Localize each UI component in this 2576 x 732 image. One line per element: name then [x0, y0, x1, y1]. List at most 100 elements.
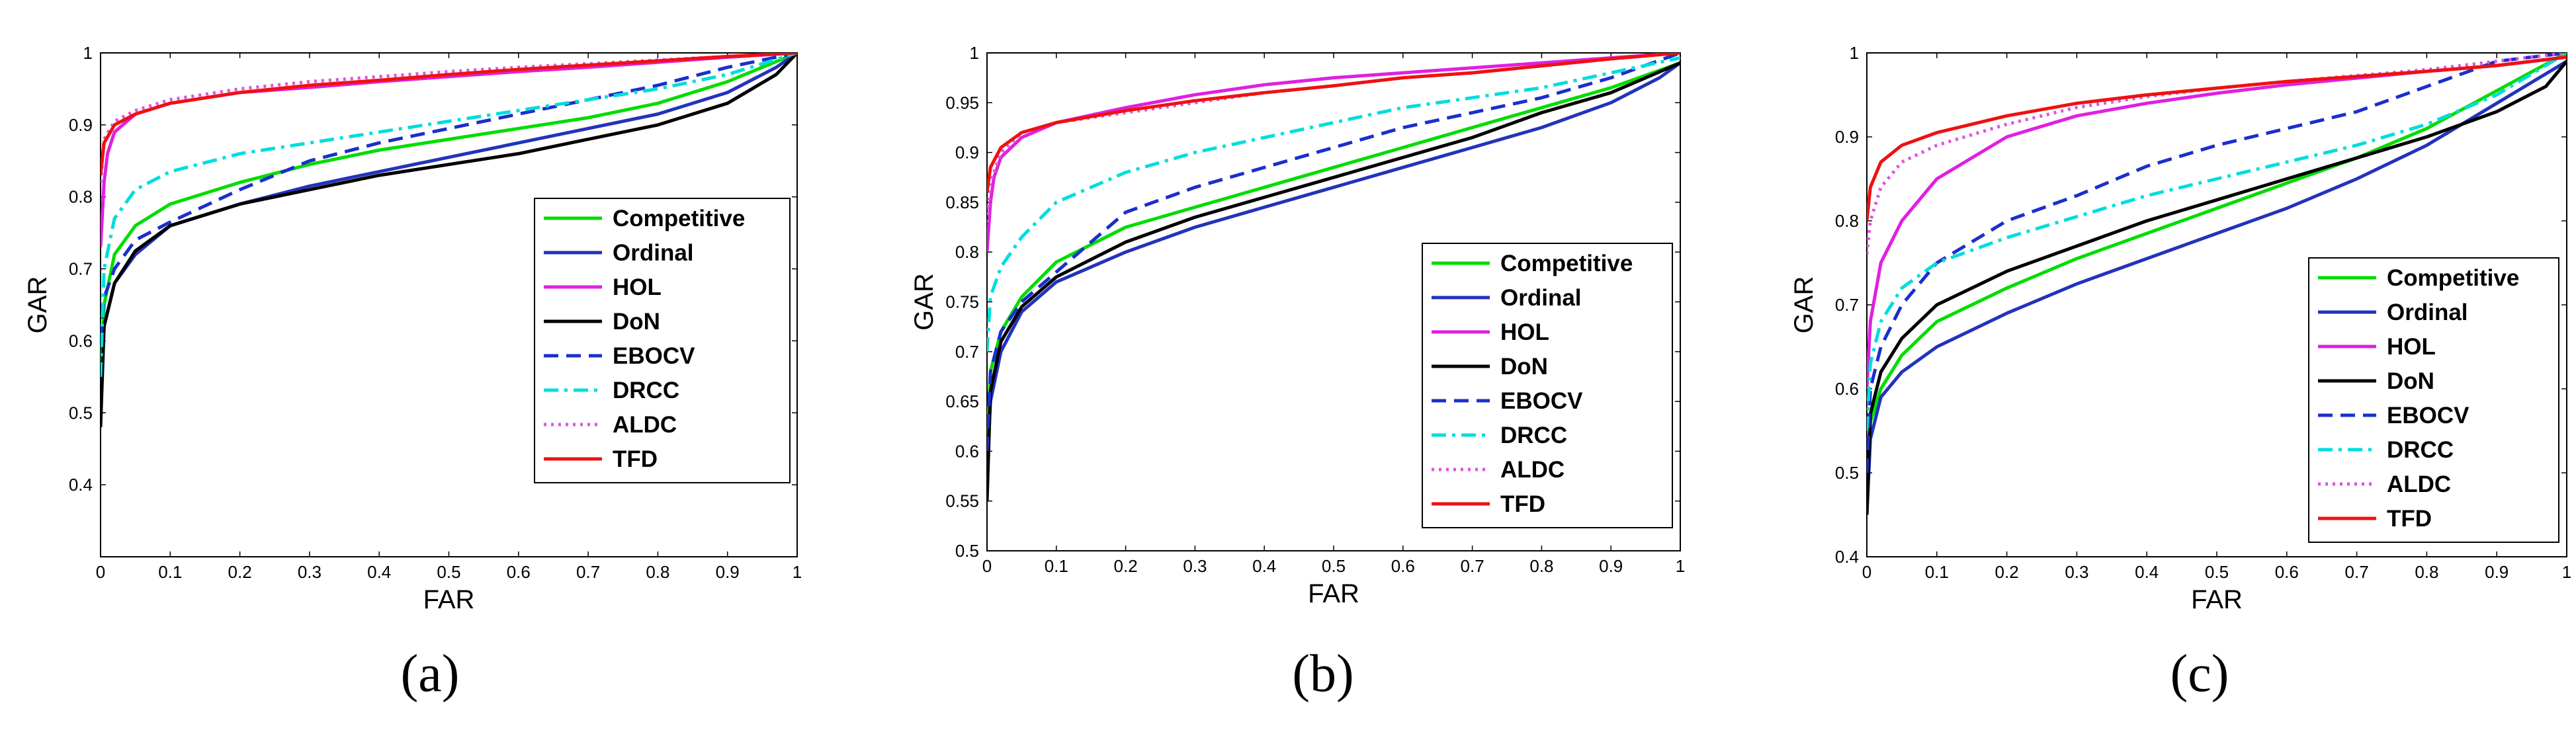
- y-axis-label: GAR: [1789, 276, 1819, 334]
- y-tick-label: 0.5: [69, 403, 93, 423]
- y-tick-label: 0.6: [69, 331, 93, 350]
- series-line-ebocv: [1867, 53, 2567, 473]
- x-tick-label: 0.6: [2275, 562, 2299, 582]
- y-tick-label: 0.55: [945, 491, 979, 511]
- y-axis-label: GAR: [910, 273, 939, 331]
- legend-label-aldc: ALDC: [2387, 471, 2451, 497]
- series-line-aldc: [101, 53, 797, 183]
- series-line-drcc: [987, 56, 1680, 352]
- x-tick-label: 0: [96, 562, 105, 582]
- series-line-competitive: [101, 53, 797, 399]
- x-tick-label: 0.6: [1391, 556, 1415, 576]
- panel-caption: (a): [401, 645, 460, 703]
- x-tick-label: 0.3: [298, 562, 322, 582]
- series-line-tfd: [101, 53, 797, 176]
- legend-label-competitive: Competitive: [2387, 265, 2519, 291]
- y-tick-label: 1: [83, 43, 93, 63]
- panel-caption: (b): [1292, 645, 1353, 703]
- series-line-tfd: [987, 53, 1680, 193]
- x-tick-label: 0.5: [1322, 556, 1346, 576]
- y-tick-label: 0.65: [945, 391, 979, 411]
- legend: Competitive Ordinal HOL DoN EBOCV DRCC ALDC TFD: [534, 198, 791, 483]
- y-tick-label: 0.9: [955, 143, 979, 163]
- x-tick-label: 0.2: [1114, 556, 1138, 576]
- series-line-hol: [101, 53, 797, 248]
- y-tick-label: 0.9: [69, 115, 93, 135]
- series-line-hol: [987, 53, 1680, 253]
- x-tick-label: 0.8: [2415, 562, 2438, 582]
- y-tick-label: 0.4: [69, 475, 93, 495]
- series-line-don: [1867, 60, 2567, 515]
- legend-box: [534, 198, 791, 483]
- x-tick-label: 0.1: [158, 562, 182, 582]
- x-tick-label: 0.7: [1461, 556, 1484, 576]
- x-tick-label: 1: [2562, 562, 2571, 582]
- legend-label-don: DoN: [2387, 368, 2434, 394]
- series-line-drcc: [101, 53, 797, 377]
- series-line-don: [987, 61, 1680, 501]
- series-line-ordinal: [987, 61, 1680, 471]
- y-tick-label: 0.7: [1835, 295, 1859, 315]
- y-tick-label: 1: [1850, 43, 1859, 63]
- legend-label-ordinal: Ordinal: [2387, 300, 2468, 325]
- series-line-competitive: [987, 61, 1680, 452]
- legend-box: [2308, 257, 2559, 543]
- series-line-competitive: [1867, 53, 2567, 515]
- y-tick-label: 0.9: [1835, 127, 1859, 147]
- y-tick-label: 0.75: [945, 292, 979, 312]
- x-tick-label: 1: [1676, 556, 1685, 576]
- legend-label-tfd: TFD: [2387, 506, 2432, 532]
- y-tick-label: 1: [970, 43, 979, 63]
- series-line-drcc: [1867, 53, 2567, 431]
- x-tick-label: 0.4: [367, 562, 391, 582]
- legend-label-tfd: TFD: [1500, 491, 1545, 517]
- y-tick-label: 0.7: [69, 259, 93, 279]
- chart-panel-1: 0 0.1 0.2 0.3 0.4 0.5 0.6 0.7 0.8 0.9 1 0.4 0.5 0.6 0.…: [23, 43, 802, 703]
- y-tick-label: 0.8: [1835, 211, 1859, 231]
- x-tick-label: 0.7: [576, 562, 600, 582]
- legend: Competitive Ordinal HOL DoN EBOCV DRCC ALDC TFD: [2308, 257, 2559, 543]
- series-line-ordinal: [1867, 60, 2567, 515]
- series-line-tfd: [1867, 55, 2567, 222]
- legend-label-aldc: ALDC: [613, 412, 677, 438]
- x-tick-label: 0: [1862, 562, 1871, 582]
- series-line-ebocv: [101, 53, 797, 341]
- x-tick-label: 0.6: [507, 562, 531, 582]
- x-tick-label: 0.2: [228, 562, 252, 582]
- legend-label-hol: HOL: [613, 274, 662, 300]
- chart-panel-3: 0 0.1 0.2 0.3 0.4 0.5 0.6 0.7 0.8 0.9 1 0.4 0.5 0.6 0.…: [1789, 43, 2571, 703]
- series-line-don: [101, 53, 797, 428]
- x-tick-label: 0.8: [1529, 556, 1553, 576]
- legend-label-ebocv: EBOCV: [613, 343, 695, 369]
- x-tick-label: 0.1: [1045, 556, 1068, 576]
- legend-label-competitive: Competitive: [613, 206, 745, 231]
- y-tick-label: 0.6: [955, 441, 979, 461]
- x-tick-label: 0.4: [1252, 556, 1276, 576]
- x-tick-label: 1: [793, 562, 802, 582]
- y-tick-label: 0.6: [1835, 379, 1859, 399]
- legend-label-ebocv: EBOCV: [1500, 388, 1583, 414]
- x-tick-label: 0.3: [2065, 562, 2088, 582]
- x-tick-label: 0.5: [2205, 562, 2229, 582]
- y-tick-label: 0.5: [1835, 463, 1859, 483]
- panel-caption: (c): [2170, 645, 2229, 703]
- x-tick-label: 0.9: [1599, 556, 1623, 576]
- x-tick-label: 0.4: [2135, 562, 2159, 582]
- legend-label-drcc: DRCC: [1500, 423, 1567, 448]
- legend-label-tfd: TFD: [613, 446, 658, 472]
- legend-label-ordinal: Ordinal: [613, 240, 694, 266]
- x-tick-label: 0.1: [1925, 562, 1949, 582]
- x-axis-label: FAR: [1308, 579, 1359, 608]
- x-tick-label: 0.7: [2345, 562, 2369, 582]
- legend-label-ordinal: Ordinal: [1500, 285, 1582, 311]
- legend-label-drcc: DRCC: [2387, 437, 2454, 463]
- x-axis-label: FAR: [2191, 585, 2243, 614]
- legend-label-don: DoN: [1500, 354, 1548, 380]
- y-tick-label: 0.4: [1835, 547, 1859, 567]
- x-tick-label: 0.8: [646, 562, 669, 582]
- x-tick-label: 0.5: [437, 562, 460, 582]
- x-tick-label: 0.3: [1183, 556, 1207, 576]
- legend-label-hol: HOL: [2387, 334, 2436, 360]
- legend-label-drcc: DRCC: [613, 378, 679, 403]
